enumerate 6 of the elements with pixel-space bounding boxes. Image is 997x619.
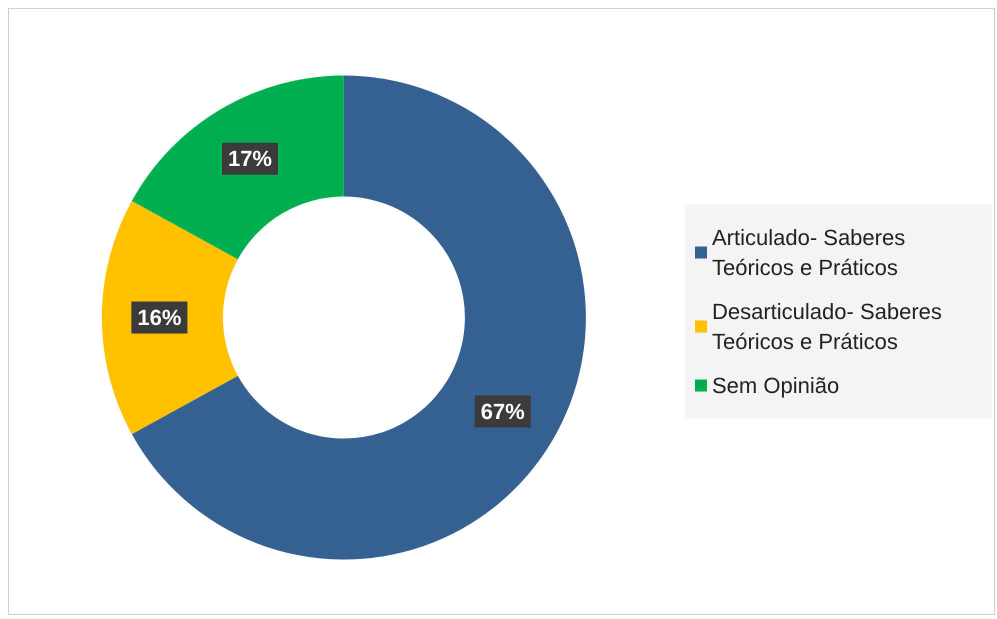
data-label: 17% — [228, 146, 272, 172]
legend-label: Articulado- Saberes Teóricos e Práticos — [712, 225, 912, 280]
data-label: 16% — [137, 305, 182, 330]
legend-label: Sem Opinião — [712, 373, 840, 398]
data-label: 67% — [480, 398, 525, 424]
legend-label: Desarticulado- Saberes Teóricos e Práticos — [712, 299, 948, 354]
